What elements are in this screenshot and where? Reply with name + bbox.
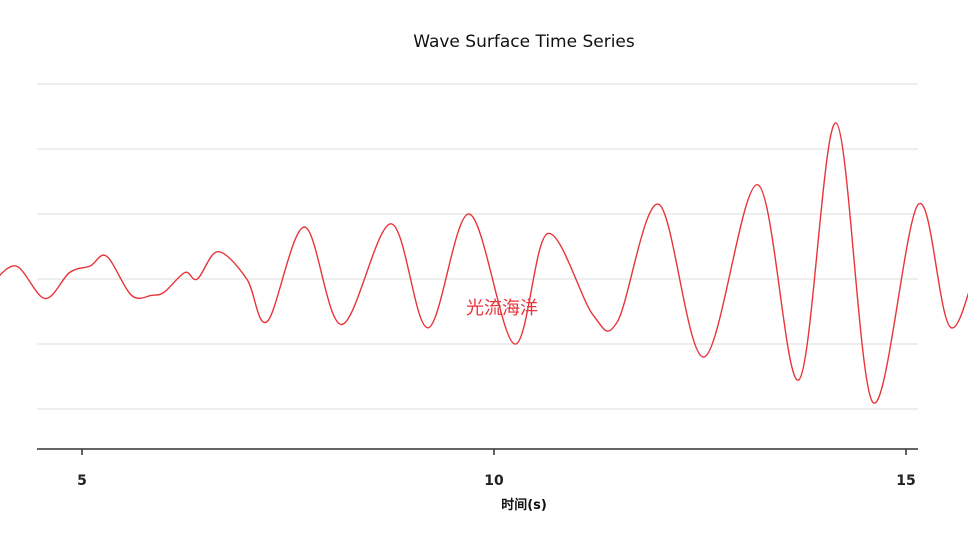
series-line-0 (0, 122, 968, 404)
x-tick-label-5: 5 (77, 473, 87, 489)
gridlines (37, 83, 918, 410)
x-axis-label: 时间(s) (501, 498, 547, 513)
x-axis: 510152025 (37, 448, 918, 489)
chart-title: Wave Surface Time Series (413, 32, 635, 52)
series-layer (0, 122, 968, 404)
watermark-text: 光流海洋 (466, 298, 538, 319)
x-tick-label-10: 10 (484, 473, 504, 489)
x-tick-label-15: 15 (896, 473, 915, 489)
